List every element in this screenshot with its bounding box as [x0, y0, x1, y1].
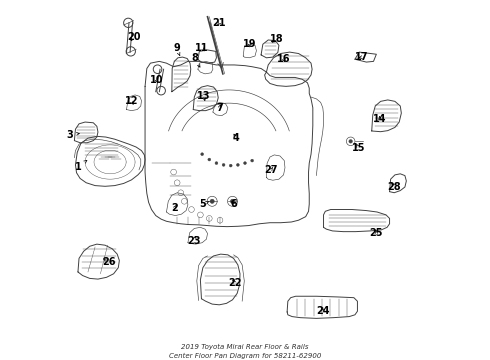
Circle shape: [230, 199, 235, 203]
Text: 7: 7: [216, 103, 222, 113]
Text: 27: 27: [264, 165, 277, 175]
Text: 3: 3: [66, 130, 79, 140]
Text: 24: 24: [316, 306, 330, 315]
Circle shape: [251, 159, 253, 162]
Text: 15: 15: [352, 143, 365, 153]
Text: 8: 8: [191, 53, 200, 67]
Text: 11: 11: [195, 43, 208, 53]
Text: 10: 10: [150, 75, 163, 85]
Text: 6: 6: [230, 199, 237, 209]
Text: 2019 Toyota Mirai Rear Floor & Rails: 2019 Toyota Mirai Rear Floor & Rails: [181, 344, 309, 350]
Text: 14: 14: [373, 114, 387, 124]
Text: 28: 28: [388, 182, 401, 192]
Text: 21: 21: [213, 18, 226, 28]
Text: 26: 26: [102, 257, 116, 267]
Circle shape: [208, 158, 211, 161]
Circle shape: [229, 164, 232, 167]
Circle shape: [215, 162, 218, 165]
Text: 19: 19: [243, 39, 256, 49]
Text: 1: 1: [75, 161, 87, 172]
Circle shape: [244, 162, 246, 165]
Text: 20: 20: [127, 32, 140, 42]
Circle shape: [201, 153, 203, 156]
Text: 5: 5: [200, 199, 209, 209]
Text: 17: 17: [355, 52, 369, 62]
Text: 16: 16: [277, 54, 290, 63]
Text: 2: 2: [171, 203, 178, 213]
Circle shape: [237, 163, 239, 166]
Circle shape: [210, 199, 214, 203]
Text: Center Floor Pan Diagram for 58211-62900: Center Floor Pan Diagram for 58211-62900: [169, 353, 321, 359]
Text: 4: 4: [233, 133, 240, 143]
Text: 13: 13: [197, 91, 211, 102]
Text: 23: 23: [188, 235, 201, 246]
Text: 9: 9: [173, 43, 180, 56]
Text: 18: 18: [270, 34, 283, 44]
Circle shape: [222, 163, 225, 166]
Text: 25: 25: [369, 229, 383, 238]
Text: 12: 12: [125, 96, 138, 106]
Circle shape: [349, 140, 352, 143]
Text: 22: 22: [228, 278, 242, 288]
